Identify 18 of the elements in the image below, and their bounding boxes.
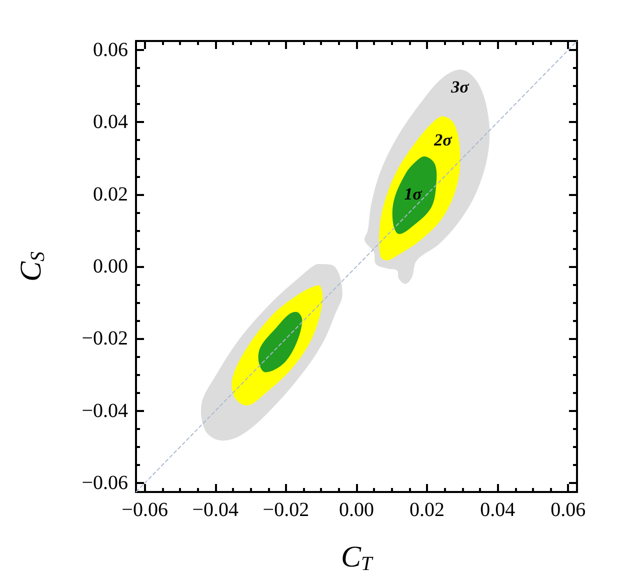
y-tick-label: −0.06 bbox=[82, 472, 128, 494]
y-tick-label: −0.04 bbox=[82, 400, 128, 422]
annotation: 2σ bbox=[433, 130, 453, 150]
x-tick-label: 0.02 bbox=[410, 499, 445, 521]
y-tick-label: 0.02 bbox=[93, 183, 128, 206]
y-axis-title: CS bbox=[14, 251, 49, 282]
y-tick-label: 0.06 bbox=[93, 39, 128, 62]
y-tick-label: 0.04 bbox=[93, 111, 128, 134]
x-tick-label: 0.04 bbox=[480, 499, 516, 521]
x-tick-label: −0.02 bbox=[262, 499, 310, 521]
y-tick-label: −0.02 bbox=[82, 328, 128, 350]
y-tick-label: 0.00 bbox=[93, 256, 128, 278]
annotation: 1σ bbox=[404, 184, 423, 204]
x-tick-label: −0.06 bbox=[122, 499, 168, 521]
x-tick-label: 0.00 bbox=[339, 499, 374, 521]
annotation: 3σ bbox=[450, 78, 470, 96]
x-tick-label: −0.04 bbox=[192, 499, 239, 521]
x-tick-label: 0.06 bbox=[550, 499, 586, 521]
